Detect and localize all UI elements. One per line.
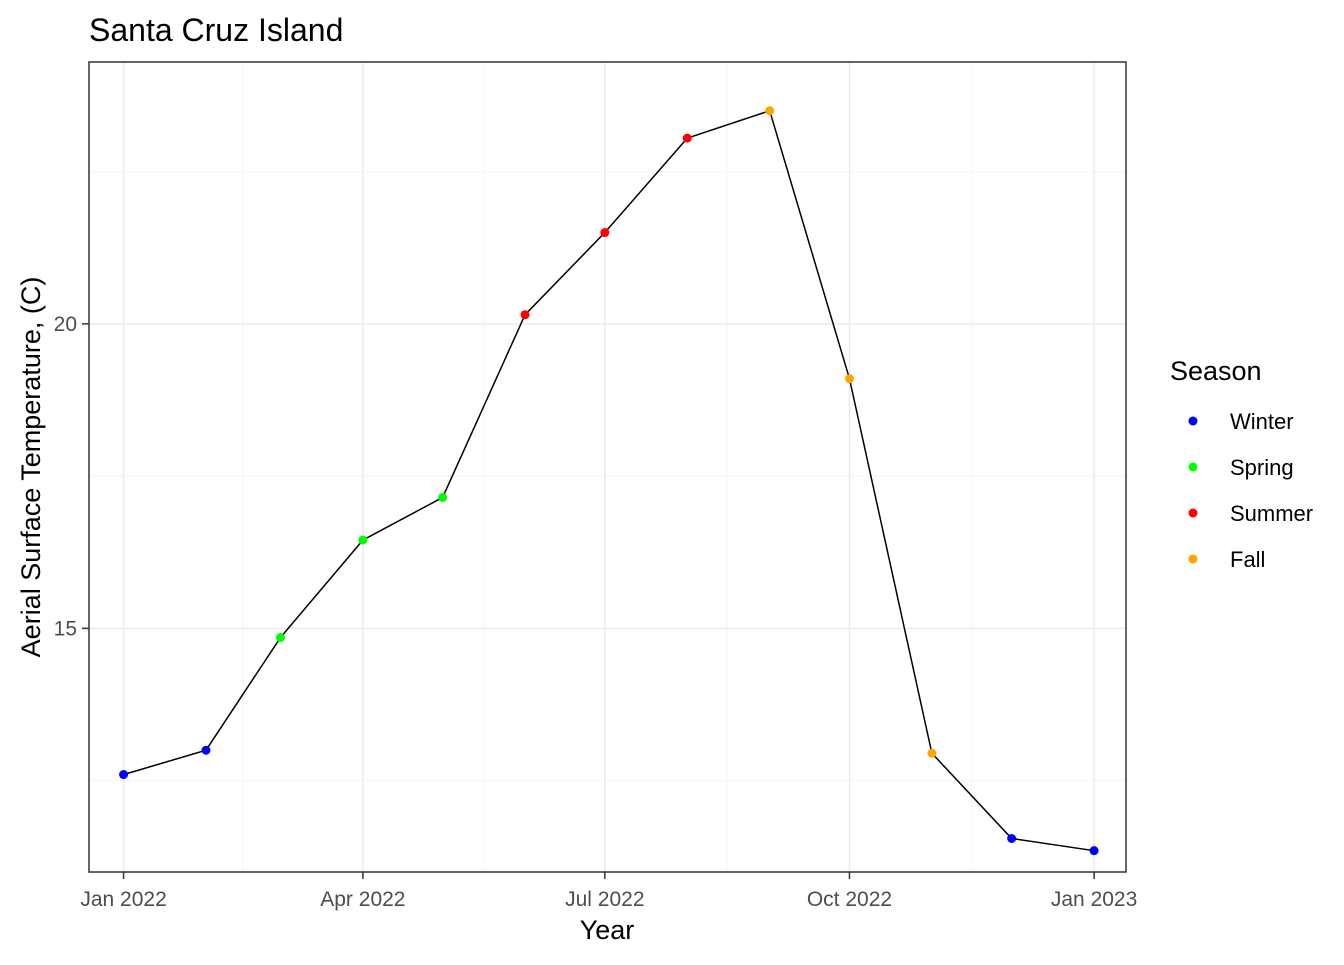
data-point-winter (119, 770, 129, 780)
data-point-spring (438, 492, 448, 502)
legend-key-spring (1188, 462, 1198, 472)
data-points (119, 106, 1099, 856)
data-point-spring (358, 535, 368, 545)
legend-label-spring: Spring (1230, 455, 1294, 480)
data-point-fall (927, 748, 937, 758)
data-point-summer (600, 228, 610, 238)
x-axis: Jan 2022 Apr 2022 Jul 2022 Oct 2022 Jan 2023 (80, 872, 1137, 911)
plot-border (88, 61, 1127, 873)
data-point-winter (1089, 846, 1099, 856)
plot-panel (89, 62, 1126, 872)
x-tick-label: Jul 2022 (565, 888, 644, 911)
data-point-summer (520, 310, 530, 320)
data-point-spring (275, 633, 285, 643)
legend-label-fall: Fall (1230, 547, 1265, 572)
legend-label-summer: Summer (1230, 501, 1313, 526)
x-tick-label: Jan 2023 (1051, 888, 1137, 911)
legend-label-winter: Winter (1230, 409, 1294, 434)
x-tick-label: Apr 2022 (320, 888, 405, 911)
x-axis-label: Year (580, 915, 635, 945)
legend-entries: Winter Spring Summer Fall (1188, 409, 1313, 572)
data-point-fall (844, 374, 854, 384)
x-tick-label: Jan 2022 (80, 888, 166, 911)
grid-minor (89, 62, 1126, 872)
legend-key-fall (1188, 554, 1198, 564)
data-point-winter (1007, 834, 1017, 844)
legend-key-summer (1188, 508, 1198, 518)
data-point-winter (201, 745, 211, 755)
legend: Season Winter Spring Summer Fall (1170, 356, 1313, 572)
x-tick-label: Oct 2022 (807, 888, 892, 911)
y-axis-label: Aerial Surface Temperature, (C) (16, 277, 46, 658)
grid-major (89, 62, 1126, 872)
y-tick-label: 20 (54, 313, 77, 336)
legend-key-winter (1188, 416, 1198, 426)
data-point-fall (765, 106, 775, 116)
data-point-summer (682, 133, 692, 143)
y-tick-label: 15 (54, 617, 77, 640)
chart-title: Santa Cruz Island (89, 12, 343, 48)
legend-title: Season (1170, 356, 1262, 386)
